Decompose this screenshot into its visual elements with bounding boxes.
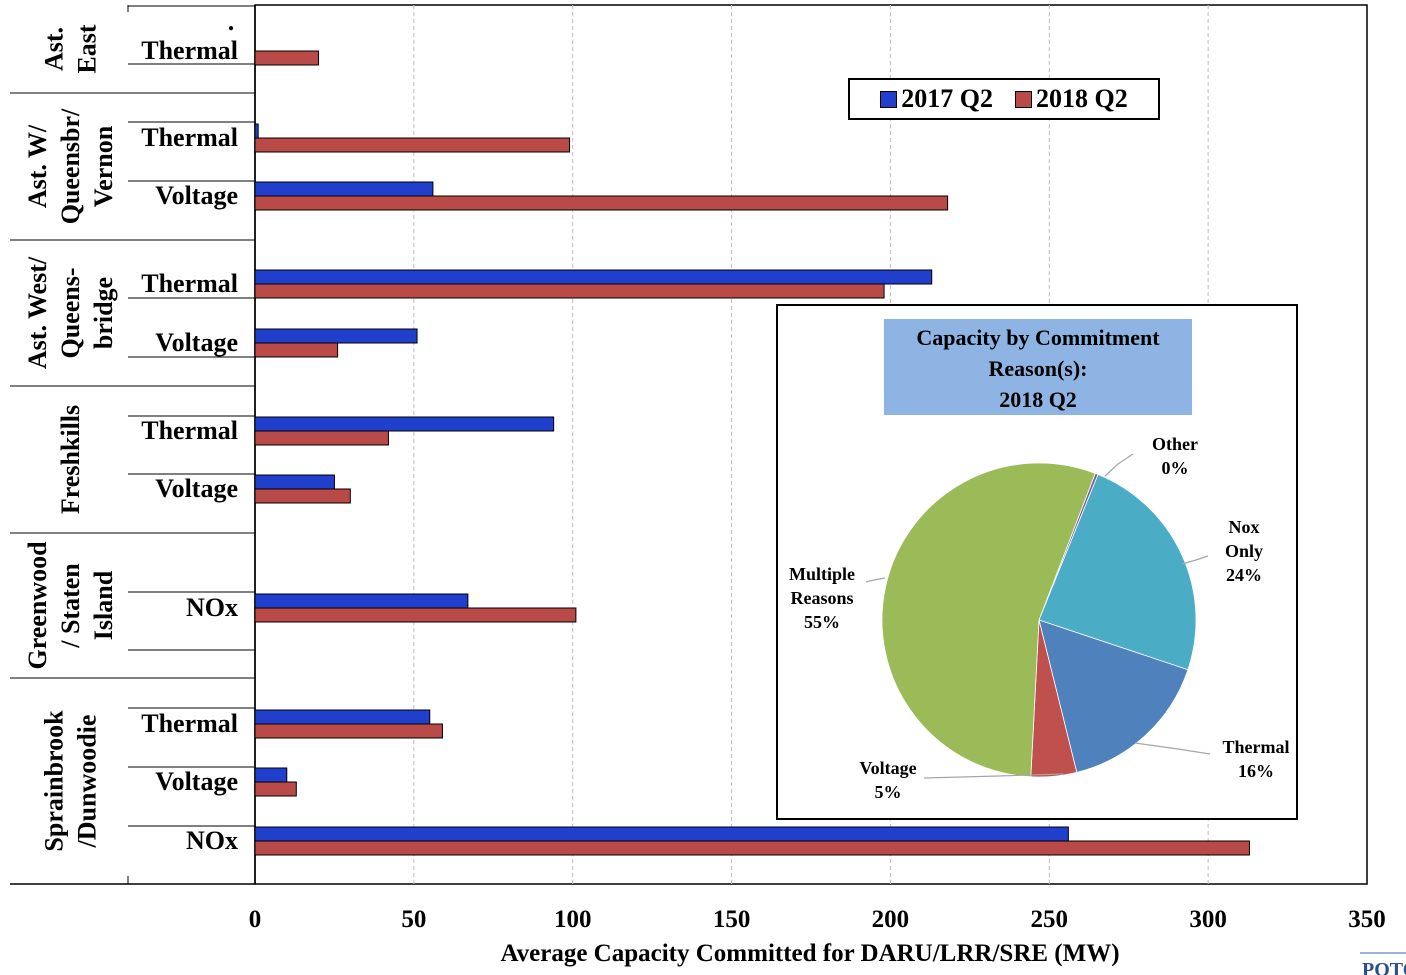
bar-2018-q2	[254, 840, 1250, 856]
pie-label: 5%	[875, 782, 902, 802]
category-label-thermal: Thermal	[141, 123, 238, 152]
x-tick-label: 300	[1189, 906, 1227, 933]
x-tick-labels: 0 50 100 150 200 250 300 350	[249, 906, 1386, 933]
category-label-voltage: Voltage	[155, 767, 238, 796]
group-label: / Staten	[56, 563, 85, 649]
bar-2017-q2	[254, 269, 933, 285]
pie-label: Thermal	[1223, 737, 1290, 757]
legend-label-2018: 2018 Q2	[1036, 84, 1128, 113]
bar-2017-q2	[254, 767, 288, 783]
legend-swatch-2018	[1015, 90, 1032, 108]
pie-label: Reasons	[790, 588, 853, 608]
group-label: Sprainbrook	[40, 710, 69, 852]
bar-2017-q2	[254, 123, 259, 139]
pie-label: Voltage	[859, 758, 916, 778]
pie-leader-line	[923, 773, 1064, 779]
bar-2017-q2	[254, 593, 469, 609]
svg-text:POTO: POTO	[1362, 959, 1406, 975]
group-label: Queensbr/	[56, 108, 85, 224]
pie-title-line-1: Capacity by Commitment	[916, 325, 1160, 350]
bar-2018-q2	[254, 342, 339, 358]
x-tick-label: 350	[1348, 906, 1386, 933]
group-label: Ast. West/	[23, 256, 52, 369]
legend-swatch-2017	[880, 90, 898, 108]
bar-2018-q2	[254, 283, 885, 299]
pie-label: 16%	[1238, 761, 1274, 781]
pie-title-line-3: 2018 Q2	[999, 387, 1077, 412]
pie-slice-nox-only	[1038, 473, 1197, 671]
pie-leader-line	[1104, 453, 1134, 477]
category-label-nox: NOx	[186, 593, 238, 622]
legend-label-2017: 2017 Q2	[901, 84, 993, 113]
pie-chart: Other 0% Nox Only 24% Thermal 16% Voltage 5% Mult…	[789, 434, 1290, 802]
category-label-thermal: Thermal	[141, 269, 238, 298]
pie-leader-line	[865, 577, 886, 583]
group-label: East	[73, 24, 102, 73]
group-label: Freshkills	[56, 405, 85, 514]
corner-logo: POTO	[1360, 952, 1406, 975]
x-tick-label: 200	[872, 906, 910, 933]
bar-2018-q2	[254, 723, 443, 739]
bars	[254, 50, 1250, 856]
group-label: bridge	[89, 277, 118, 349]
bar-2017-q2	[254, 826, 1069, 842]
pie-label: Multiple	[789, 564, 855, 584]
bar-2018-q2	[254, 137, 571, 153]
bar-2018-q2	[254, 488, 351, 504]
category-label-voltage: Voltage	[155, 474, 238, 503]
category-labels: Thermal Thermal Voltage Thermal Voltage Therm…	[141, 36, 238, 855]
bar-2018-q2	[254, 781, 297, 797]
group-label: Greenwood	[23, 541, 52, 670]
bar-2018-q2	[254, 430, 389, 446]
bar-2018-q2	[254, 50, 320, 66]
group-label: Vernon	[89, 125, 118, 207]
bar-2017-q2	[254, 709, 431, 725]
bar-2017-q2	[254, 181, 434, 197]
x-axis-title: Average Capacity Committed for DARU/LRR/…	[500, 940, 1120, 967]
pie-slice-multiple-reasons	[881, 462, 1096, 778]
bar-2017-q2	[254, 474, 335, 490]
x-tick-label: 100	[554, 906, 592, 933]
bar-2017-q2	[254, 328, 418, 344]
pie-label: Nox	[1229, 517, 1260, 537]
group-label: /Dunwoodie	[73, 715, 102, 849]
pie-label: 0%	[1162, 458, 1189, 478]
axis-artifact-dot: .	[228, 7, 235, 36]
x-tick-label: 250	[1031, 906, 1069, 933]
pie-title: Capacity by Commitment Reason(s): 2018 Q…	[884, 319, 1192, 415]
group-label: Ast.	[40, 27, 69, 71]
pie-chart-panel: Capacity by Commitment Reason(s): 2018 Q…	[776, 304, 1298, 820]
pie-leader-line	[1181, 555, 1209, 565]
legend: 2017 Q2 2018 Q2	[848, 78, 1160, 120]
pie-leader-line	[1134, 742, 1211, 755]
legend-item-2017: 2017 Q2	[880, 84, 993, 114]
category-label-thermal: Thermal	[141, 36, 238, 65]
group-label: Island	[89, 570, 118, 640]
group-label: Queens-	[56, 268, 85, 359]
pie-label: Only	[1225, 541, 1263, 561]
pie-slice-thermal	[1038, 619, 1189, 773]
bar-2017-q2	[254, 416, 555, 432]
pie-label: 24%	[1226, 565, 1262, 585]
pie-label: Other	[1152, 434, 1198, 454]
category-label-nox: NOx	[186, 826, 238, 855]
pie-title-line-2: Reason(s):	[988, 356, 1088, 381]
x-tick-label: 150	[713, 906, 751, 933]
pie-label: 55%	[804, 612, 840, 632]
category-label-thermal: Thermal	[141, 709, 238, 738]
bar-2018-q2	[254, 195, 949, 211]
x-tick-label: 0	[249, 906, 262, 933]
category-label-voltage: Voltage	[155, 181, 238, 210]
category-label-thermal: Thermal	[141, 416, 238, 445]
x-tick-label: 50	[401, 906, 426, 933]
category-label-voltage: Voltage	[155, 328, 238, 357]
group-label: Ast. W/	[23, 124, 52, 208]
group-labels: Ast. East Ast. W/Queensbr/Vernon Ast. West/…	[23, 7, 234, 852]
bar-2018-q2	[254, 607, 577, 623]
legend-item-2018: 2018 Q2	[1015, 84, 1128, 114]
